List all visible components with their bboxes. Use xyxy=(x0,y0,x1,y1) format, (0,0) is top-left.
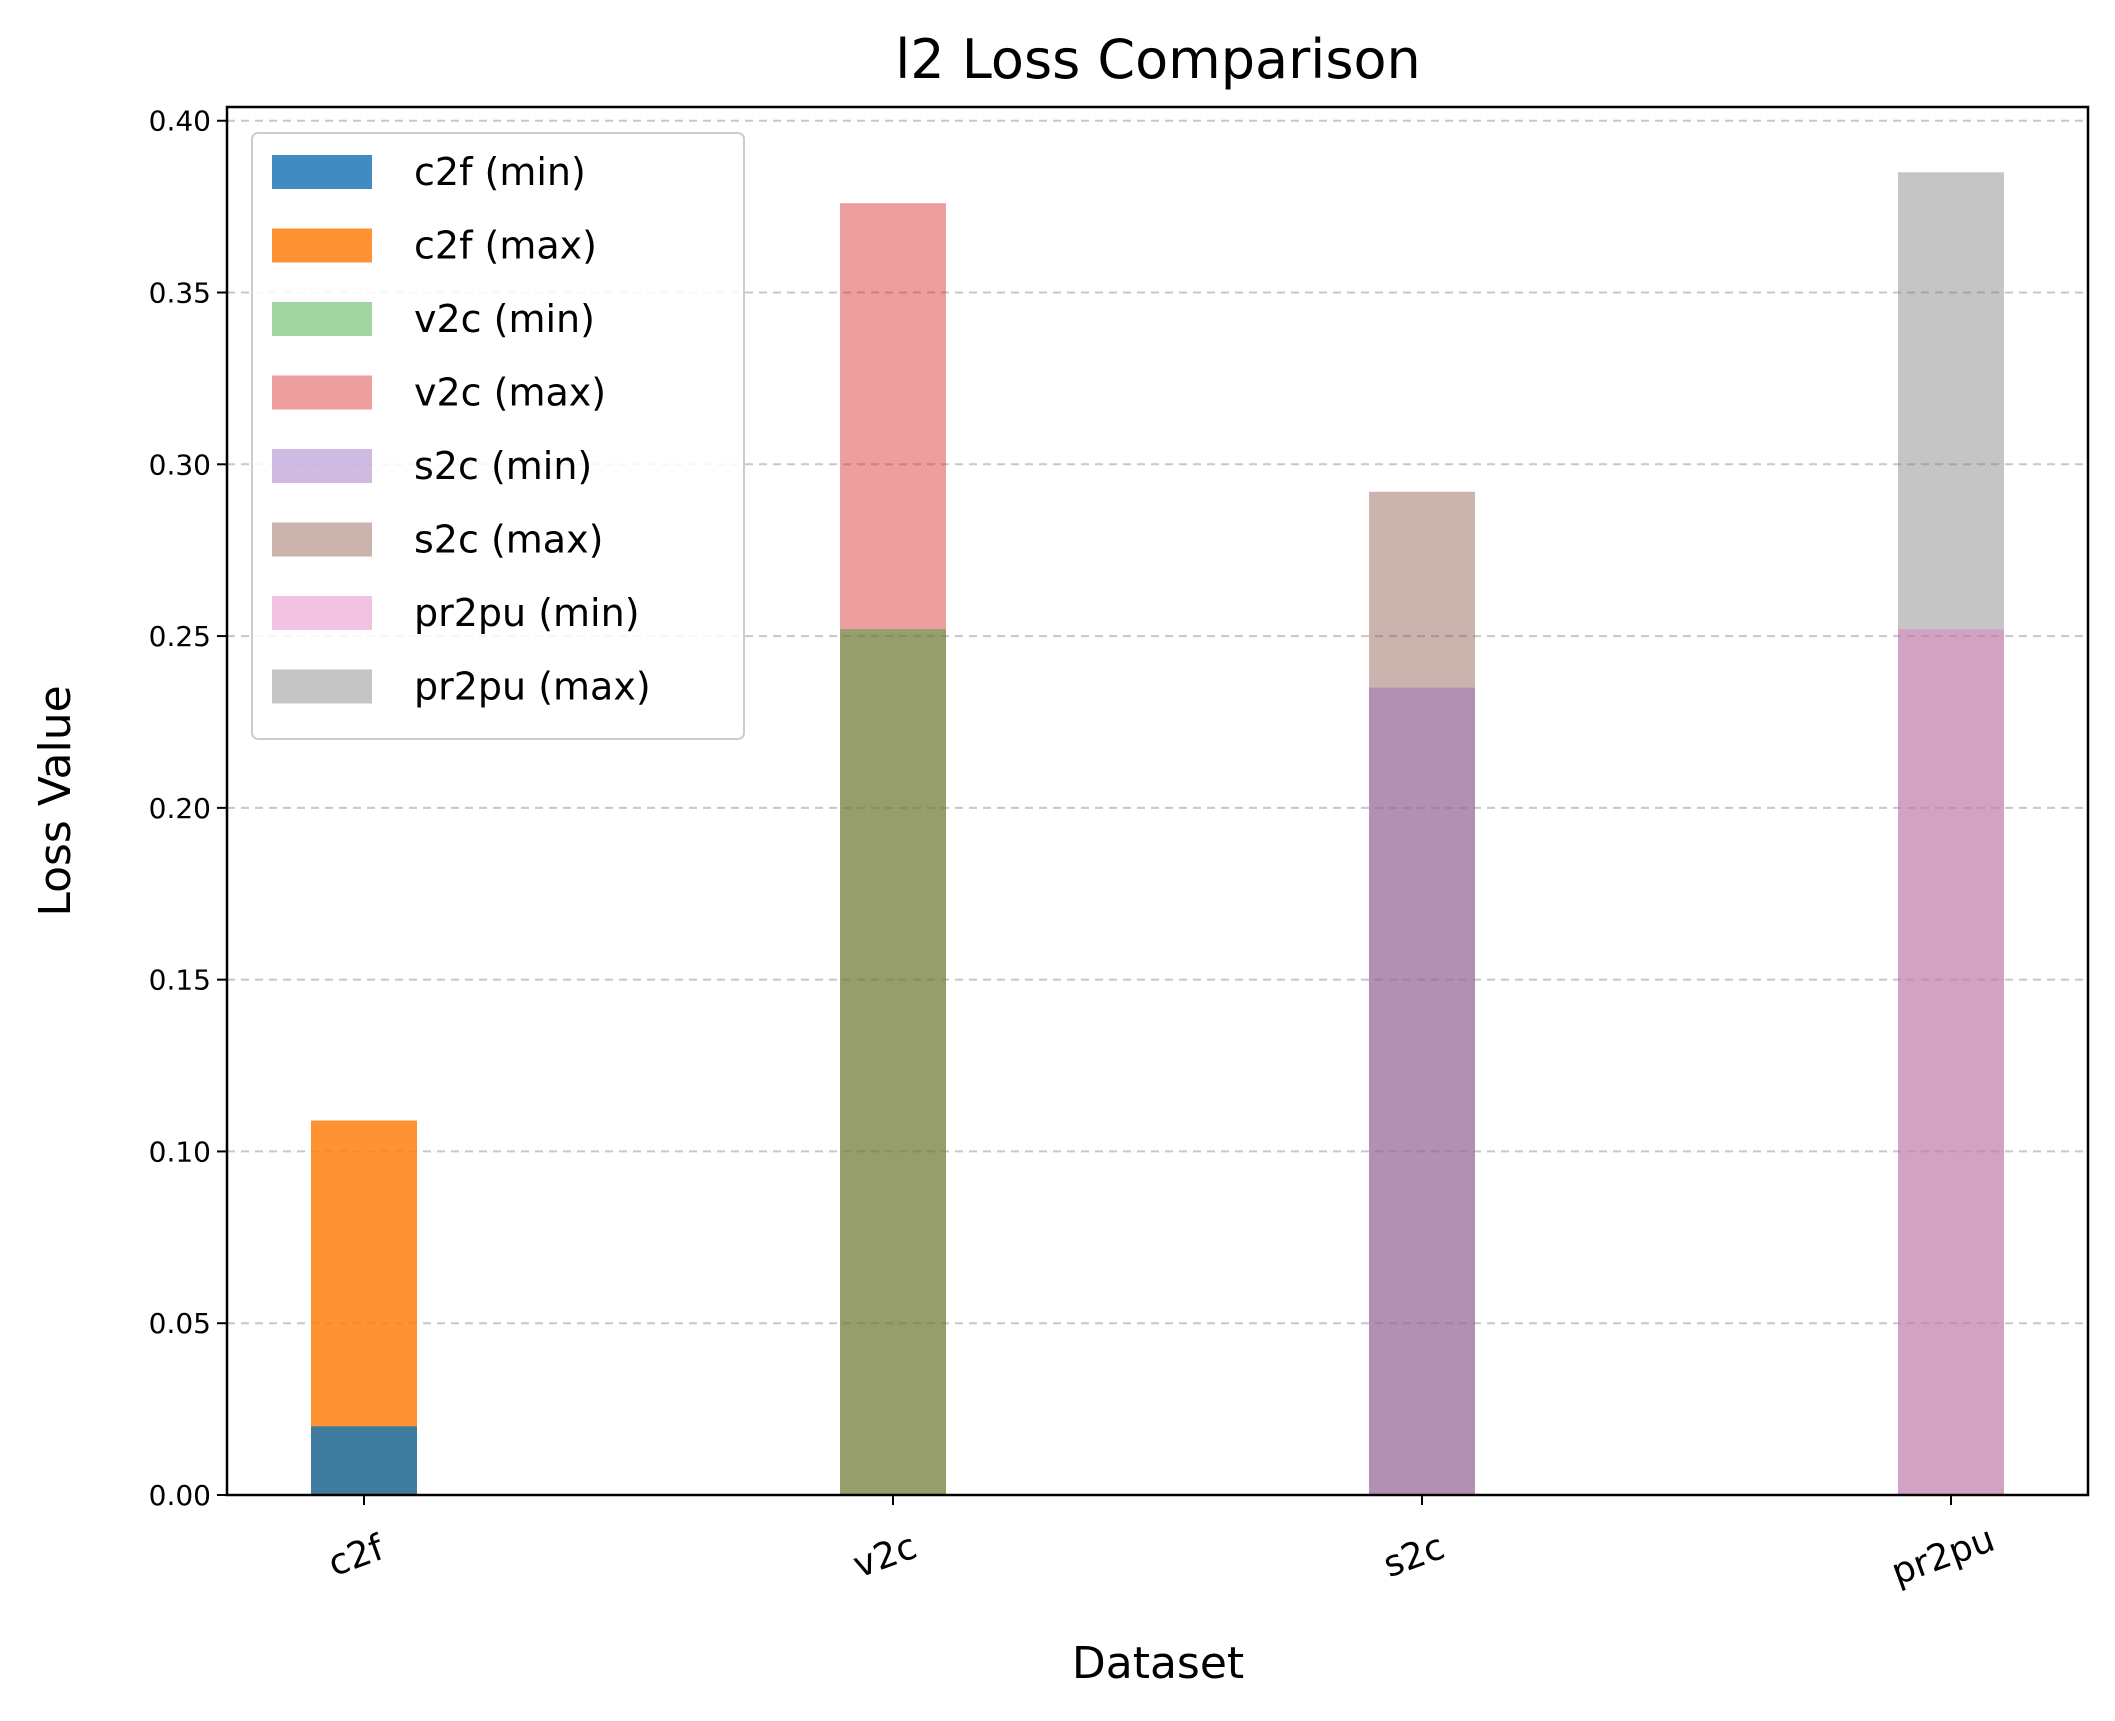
y-tick-label: 0.20 xyxy=(149,792,211,825)
legend-box xyxy=(251,132,745,740)
legend-swatch xyxy=(272,522,372,557)
y-tick-label: 0.10 xyxy=(149,1135,211,1168)
y-tick-label: 0.00 xyxy=(149,1479,211,1512)
legend-swatch xyxy=(272,449,372,483)
y-axis-title: Loss Value xyxy=(30,685,81,916)
y-tick-label: 0.30 xyxy=(149,448,211,481)
legend-label: v2c (max) xyxy=(414,371,606,415)
legend-label: s2c (max) xyxy=(414,518,603,562)
legend-label: v2c (min) xyxy=(414,297,595,341)
legend-swatch xyxy=(272,155,372,189)
bar-pr2pu-min xyxy=(1898,629,2004,1495)
bar-v2c-max xyxy=(840,203,946,1496)
legend-swatch xyxy=(272,669,372,704)
legend-label: s2c (min) xyxy=(414,444,592,488)
legend-label: pr2pu (min) xyxy=(414,591,640,635)
y-tick-label: 0.25 xyxy=(149,620,211,653)
bar-v2c-min xyxy=(840,629,946,1495)
y-tick-label: 0.35 xyxy=(149,277,211,310)
y-tick-label: 0.15 xyxy=(149,964,211,997)
legend-swatch xyxy=(272,228,372,263)
legend-label: c2f (max) xyxy=(414,224,597,268)
bar-s2c-min xyxy=(1369,687,1475,1495)
legend-swatch xyxy=(272,375,372,410)
legend-label: pr2pu (max) xyxy=(414,665,651,709)
bar-s2c-max xyxy=(1369,491,1475,1495)
bars xyxy=(311,172,2004,1496)
y-tick-label: 0.05 xyxy=(149,1307,211,1340)
legend-swatch xyxy=(272,302,372,336)
y-tick-label: 0.40 xyxy=(149,105,211,138)
x-axis-title: Dataset xyxy=(1072,1638,1244,1689)
chart-title: l2 Loss Comparison xyxy=(895,28,1420,91)
legend-swatch xyxy=(272,596,372,630)
legend: c2f (min) c2f (max) v2c (min) v2c (max) s2c … xyxy=(251,132,745,740)
bar-pr2pu-max xyxy=(1898,172,2004,1495)
bar-c2f-min xyxy=(311,1426,417,1495)
legend-label: c2f (min) xyxy=(414,150,586,194)
plot-frame xyxy=(225,105,2090,1497)
